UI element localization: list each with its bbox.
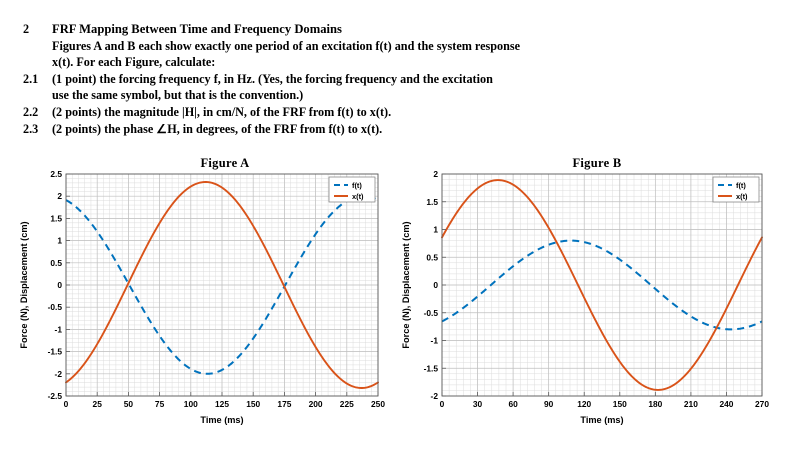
figure-a: Figure A 0 25 50 75 100 125 150 175 200 225 250 -2.… <box>14 152 400 452</box>
figure-b-title-text: Figure B <box>572 156 622 170</box>
y-tick-label: 0 <box>57 280 62 290</box>
x-axis-title: Time (ms) <box>580 415 623 425</box>
y-tick-label: -0.5 <box>424 308 439 318</box>
x-tick-label: 270 <box>755 399 769 409</box>
problem-intro-line-1: Figures A and B each show exactly one pe… <box>52 38 521 53</box>
y-tick-label: 0.5 <box>50 258 62 268</box>
problem-item-2-1-line-2: use the same symbol, but that is the con… <box>52 88 304 103</box>
figure-a-title: Figure A <box>14 156 400 171</box>
legend: f(t) x(t) <box>712 176 760 203</box>
x-tick-label: 200 <box>309 399 323 409</box>
x-tick-label: 60 <box>508 399 518 409</box>
x-tick-label: 100 <box>184 399 198 409</box>
figure-a-title-text: Figure A <box>200 156 250 170</box>
x-tick-label: 30 <box>473 399 483 409</box>
problem-intro-row-2: x(t). For each Figure, calculate: <box>18 55 768 71</box>
y-tick-label: -0.5 <box>48 302 63 312</box>
x-tick-label: 225 <box>340 399 354 409</box>
problem-number: 2 <box>23 22 30 36</box>
figure-b-title: Figure B <box>398 156 784 171</box>
y-tick-label: 1 <box>433 225 438 235</box>
x-tick-label: 0 <box>440 399 445 409</box>
x-tick-label: 150 <box>246 399 260 409</box>
x-tick-label: 120 <box>577 399 591 409</box>
problem-intro-line-2: x(t). For each Figure, calculate: <box>52 55 216 70</box>
problem-item-2-1-row-1: 2.1 (1 point) the forcing frequency f, i… <box>18 72 768 88</box>
legend-label: f(t) <box>352 181 362 190</box>
y-tick-label: 2 <box>57 191 62 201</box>
figures-container: Figure A 0 25 50 75 100 125 150 175 200 225 250 -2.… <box>0 152 786 452</box>
problem-title: FRF Mapping Between Time and Frequency D… <box>52 22 342 36</box>
x-tick-label: 240 <box>719 399 733 409</box>
x-tick-label: 150 <box>613 399 627 409</box>
y-axis-title: Force (N), Displacement (cm) <box>19 221 29 348</box>
figure-b-plot: 0 30 60 90 120 150 180 210 240 270 -2 -1.5 -1 -0.5 0 0.… <box>401 169 769 425</box>
y-tick-label: -1 <box>431 336 439 346</box>
x-tick-label: 125 <box>215 399 229 409</box>
problem-item-2-2-line-1: (2 points) the magnitude |H|, in cm/N, o… <box>52 104 392 119</box>
problem-statement: 2 FRF Mapping Between Time and Frequency… <box>0 0 786 138</box>
legend-label: x(t) <box>352 192 364 201</box>
figure-a-plot: 0 25 50 75 100 125 150 175 200 225 250 -2.5 -2 -1.5 -1… <box>19 169 385 425</box>
y-tick-label: -2.5 <box>48 391 63 401</box>
y-tick-label: -1.5 <box>48 347 63 357</box>
y-tick-label: -2 <box>431 391 439 401</box>
y-tick-label: 1 <box>57 236 62 246</box>
problem-item-2-3-number: 2.3 <box>23 121 39 136</box>
x-tick-label: 175 <box>277 399 291 409</box>
x-tick-label: 25 <box>93 399 103 409</box>
y-tick-label: -1 <box>55 324 63 334</box>
x-tick-label: 250 <box>371 399 385 409</box>
problem-item-2-1-number: 2.1 <box>23 71 39 86</box>
x-tick-label: 0 <box>64 399 69 409</box>
problem-item-2-2-row: 2.2 (2 points) the magnitude |H|, in cm/… <box>18 105 768 121</box>
problem-item-2-3-row: 2.3 (2 points) the phase ∠H, in degrees,… <box>18 122 768 138</box>
figure-b: Figure B 0 30 60 90 120 150 180 210 240 270 -2 -1.5… <box>398 152 784 452</box>
y-tick-label: 2.5 <box>50 169 62 179</box>
x-tick-label: 180 <box>648 399 662 409</box>
y-axis-title: Force (N), Displacement (cm) <box>401 221 411 348</box>
problem-title-row: 2 FRF Mapping Between Time and Frequency… <box>18 22 768 38</box>
problem-intro-row-1: Figures A and B each show exactly one pe… <box>18 39 768 55</box>
x-tick-label: 90 <box>544 399 554 409</box>
problem-item-2-3-line-1: (2 points) the phase ∠H, in degrees, of … <box>52 121 383 136</box>
legend: f(t) x(t) <box>328 176 376 203</box>
x-tick-label: 50 <box>124 399 134 409</box>
x-tick-label: 210 <box>684 399 698 409</box>
y-tick-label: 1.5 <box>50 213 62 223</box>
x-tick-label: 75 <box>155 399 165 409</box>
problem-item-2-1-line-1: (1 point) the forcing frequency f, in Hz… <box>52 71 493 86</box>
y-tick-label: 0 <box>433 280 438 290</box>
x-axis-title: Time (ms) <box>200 415 243 425</box>
y-tick-label: 2 <box>433 169 438 179</box>
problem-item-2-1-row-2: use the same symbol, but that is the con… <box>18 88 768 104</box>
y-tick-label: -1.5 <box>424 363 439 373</box>
problem-item-2-2-number: 2.2 <box>23 104 39 119</box>
legend-label: x(t) <box>736 192 748 201</box>
y-tick-label: 0.5 <box>426 252 438 262</box>
legend-label: f(t) <box>736 181 746 190</box>
y-tick-label: -2 <box>55 369 63 379</box>
y-tick-label: 1.5 <box>426 197 438 207</box>
